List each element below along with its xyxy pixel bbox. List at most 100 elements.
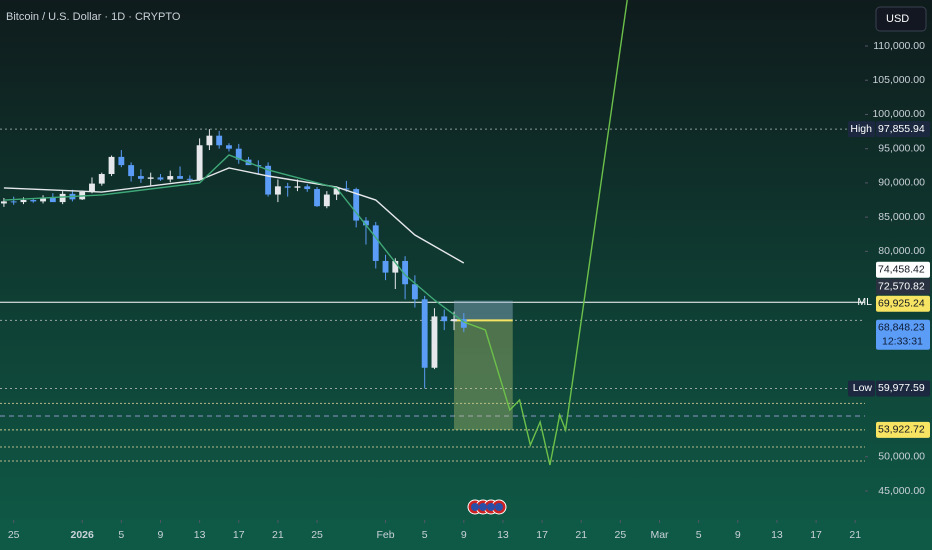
candle-body [49,197,56,203]
overlay-line [463,0,628,466]
candle-body [460,319,467,328]
price-label-box [876,295,930,312]
position-stop-zone [454,300,513,321]
price-tag: High [850,123,872,135]
x-tick-label: 25 [8,529,20,541]
price-label-box [876,319,930,350]
currency-label[interactable]: USD [886,13,909,25]
price-tag-box [848,121,875,138]
candle-body [323,194,330,207]
candle-body [402,260,409,285]
candle-body [235,148,242,160]
y-tick-label: 110,000.00 [873,40,925,52]
x-tick-label: 5 [422,529,428,541]
price-label: 72,570.82 [878,280,925,292]
candle-body [382,260,389,273]
x-tick-label: 9 [735,529,741,541]
x-tick-label: 25 [615,529,627,541]
candle-body [392,260,399,273]
x-tick-label: 9 [461,529,467,541]
price-label-box [876,421,930,438]
x-tick-label: 5 [696,529,702,541]
candle-body [411,284,418,300]
price-label-box [876,278,930,295]
candle-body [274,186,281,195]
candle-body [343,188,350,190]
candle-body [59,193,66,203]
price-tag: Low [853,382,873,394]
y-tick-label: 80,000.00 [878,245,925,257]
price-label: 53,922.72 [878,424,925,436]
chart-title: Bitcoin / U.S. Dollar · 1D · CRYPTO [6,11,181,23]
candle-body [431,316,438,368]
candle-body [40,197,46,202]
x-tick-label: 13 [771,529,783,541]
candle-body [451,319,457,322]
candle-body [441,316,448,322]
price-tag-box [848,380,875,397]
overlay-line [3,167,465,264]
candle-body [226,145,232,149]
axes: 110,000.00 105,000.00 100,000.00 95,000.00 9… [0,40,932,550]
price-label: 69,925.24 [878,297,925,309]
x-tick-label: Mar [650,529,669,541]
y-tick-label: 50,000.00 [878,451,925,463]
candle-body [363,220,369,226]
candle-body [314,189,320,207]
price-label: 59,977.59 [878,382,925,394]
candle-body [157,177,164,180]
candle-body [108,156,115,175]
candle-body [294,186,301,188]
y-tick-label: 45,000.00 [878,485,925,497]
x-tick-label: Feb [376,529,394,541]
y-tick-label: 95,000.00 [878,142,925,154]
candle-body [196,145,203,180]
candle-body [353,189,360,221]
candle-body [265,165,272,195]
x-tick-label: 21 [272,529,284,541]
plot-area [0,0,865,466]
x-tick-label: 13 [194,529,206,541]
candle-body [284,186,291,188]
candle-body [98,174,105,184]
position-target-zone [454,320,513,430]
candle-body [372,225,379,261]
candle-body [20,200,27,203]
price-label: 68,848.23 [878,321,925,333]
price-label-box [876,121,930,138]
price-label: 97,855.94 [878,123,925,135]
x-tick-label: 5 [118,529,124,541]
x-tick-label: 25 [311,529,323,541]
x-axis-band [0,520,932,550]
overlay-line [3,154,465,323]
candle-body [128,165,135,177]
x-tick-label: 17 [536,529,548,541]
candle-body [89,183,95,192]
price-label-sub: 12:33:31 [882,335,923,347]
x-tick-label: 21 [849,529,861,541]
price-label-box [876,261,930,278]
y-tick-label: 85,000.00 [878,211,925,223]
candle-body [216,135,223,146]
y-tick-label: 100,000.00 [872,108,925,120]
candle-body [186,178,193,180]
candle-body [304,186,311,190]
candle-body [206,135,213,146]
y-tick-label: 90,000.00 [878,177,925,189]
candle-body [167,176,174,180]
candle-body [333,188,340,195]
x-tick-label: 21 [575,529,587,541]
x-tick-label: 17 [233,529,245,541]
x-tick-label: 9 [158,529,164,541]
price-label-box [876,380,930,397]
candle-body [10,201,17,203]
price-label: 74,458.42 [878,263,925,275]
event-flags [467,499,507,515]
candle-body [30,200,37,202]
candle-body [177,176,183,179]
x-tick-label: 2026 [71,529,95,541]
currency-button[interactable] [875,6,927,32]
